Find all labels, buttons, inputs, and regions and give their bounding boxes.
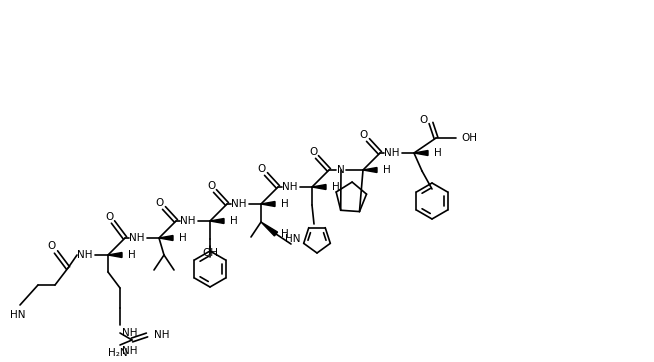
Text: O: O [156,198,164,208]
Text: O: O [48,241,56,251]
Text: NH: NH [154,330,169,340]
Text: H: H [332,182,339,192]
Polygon shape [210,219,224,223]
Text: O: O [420,115,428,125]
Text: O: O [207,181,215,191]
Text: HN: HN [10,310,26,320]
Text: H: H [281,199,289,209]
Text: H: H [434,148,441,158]
Text: NH: NH [181,216,196,226]
Text: O: O [105,212,113,222]
Text: O: O [258,164,266,174]
Text: OH: OH [202,248,218,258]
Text: OH: OH [461,133,477,143]
Polygon shape [159,236,173,240]
Polygon shape [261,202,275,206]
Text: O: O [309,147,317,157]
Text: N: N [337,165,345,175]
Text: H₂N: H₂N [108,348,128,358]
Text: NH: NH [283,182,298,192]
Text: H: H [179,233,187,243]
Text: NH: NH [77,250,93,260]
Text: H: H [128,250,136,260]
Text: NH: NH [129,233,145,243]
Polygon shape [414,151,428,156]
Text: NH: NH [122,328,137,338]
Text: H: H [281,229,289,239]
Text: H: H [230,216,238,226]
Polygon shape [108,253,122,257]
Polygon shape [363,168,377,173]
Text: NH: NH [122,346,138,356]
Text: HN: HN [286,234,301,244]
Text: O: O [360,130,368,140]
Text: H: H [383,165,390,175]
Text: NH: NH [385,148,400,158]
Text: NH: NH [232,199,247,209]
Polygon shape [261,222,277,236]
Polygon shape [312,185,326,189]
